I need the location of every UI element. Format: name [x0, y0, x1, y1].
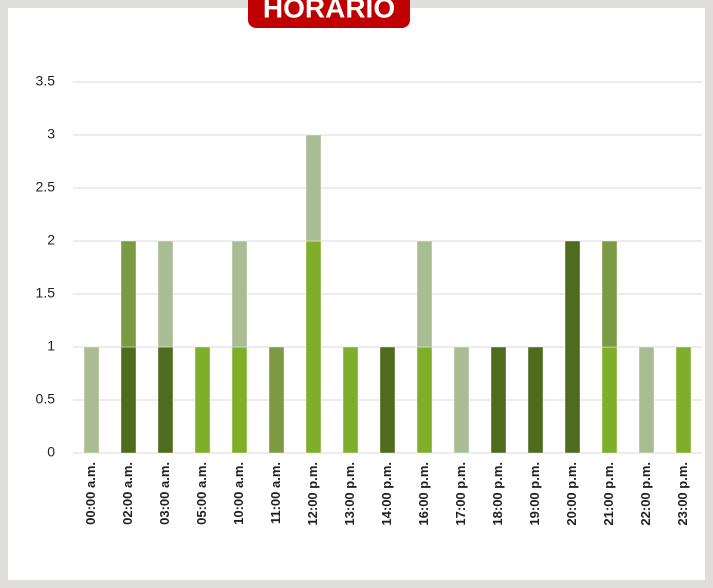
bar-segment: [416, 346, 433, 454]
y-tick-label: 2.5: [36, 179, 56, 195]
bar-segment: [120, 346, 137, 454]
bar-segment: [453, 346, 470, 454]
bar-segment: [638, 346, 655, 454]
x-tick-label: 19:00 p.m.: [527, 462, 542, 526]
y-tick-label: 1.5: [36, 285, 56, 301]
bar-segment: [157, 240, 174, 348]
x-tick-label: 22:00 p.m.: [638, 462, 653, 526]
bar-segment: [157, 346, 174, 454]
bar-segment: [379, 346, 396, 454]
bar-segment: [83, 346, 100, 454]
x-tick-label: 14:00 p.m.: [379, 462, 394, 526]
bar-segment: [527, 346, 544, 454]
x-tick-label: 18:00 p.m.: [490, 462, 505, 526]
x-tick-label: 00:00 a.m.: [83, 462, 98, 525]
x-tick-label: 23:00 p.m.: [675, 462, 690, 526]
y-tick-label: 2: [47, 232, 55, 248]
x-tick-label: 16:00 p.m.: [416, 462, 431, 526]
x-tick-label: 03:00 a.m.: [157, 462, 172, 525]
bar-segment: [305, 240, 322, 454]
y-tick-label: 3: [47, 126, 55, 142]
x-tick-label: 12:00 p.m.: [305, 462, 320, 526]
bar-segment: [231, 240, 248, 348]
y-tick-label: 0.5: [36, 391, 56, 407]
y-tick-label: 0: [47, 444, 55, 460]
x-tick-label: 13:00 p.m.: [342, 462, 357, 526]
x-tick-label: 20:00 p.m.: [564, 462, 579, 526]
x-tick-label: 21:00 p.m.: [601, 462, 616, 526]
bar-segment: [490, 346, 507, 454]
bar-segment: [564, 240, 581, 454]
x-tick-label: 05:00 a.m.: [194, 462, 209, 525]
x-tick-label: 17:00 p.m.: [453, 462, 468, 526]
bar-segment: [342, 346, 359, 454]
bar-segment: [194, 346, 211, 454]
bar-segment: [120, 240, 137, 348]
bar-segment: [601, 240, 618, 348]
bar-segment: [675, 346, 692, 454]
y-tick-label: 3.5: [36, 73, 56, 89]
bar-segment: [268, 346, 285, 454]
x-tick-label: 02:00 a.m.: [120, 462, 135, 525]
bar-segment: [601, 346, 618, 454]
bar-segment: [231, 346, 248, 454]
y-tick-label: 1: [47, 338, 55, 354]
chart-title: HORARIO: [263, 0, 395, 23]
x-tick-label: 11:00 a.m.: [268, 462, 283, 524]
bar-segment: [305, 134, 322, 242]
bar-segment: [416, 240, 433, 348]
x-tick-label: 10:00 a.m.: [231, 462, 246, 525]
title-box: [248, 0, 410, 28]
